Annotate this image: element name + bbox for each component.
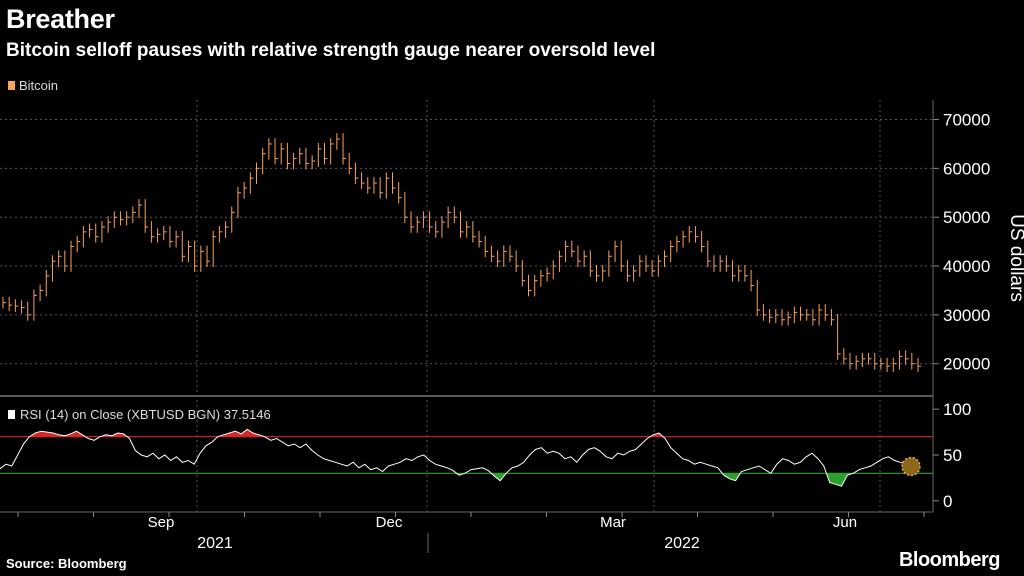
x-tick-label-3: Jun [833, 514, 857, 531]
chart-subtitle: Bitcoin selloff pauses with relative str… [6, 40, 656, 61]
price-y-axis: 20000 30000 40000 50000 60000 70000 [0, 111, 990, 374]
rsi-line [0, 428, 919, 487]
chart-title: Breather [6, 4, 115, 34]
rsi-series [0, 428, 921, 487]
x-axis: Sep Dec Mar Jun 2021 2022 [17, 512, 925, 553]
year-label-1: 2022 [664, 535, 700, 552]
x-tick-label-2: Mar [600, 514, 626, 531]
price-tick-label-2: 40000 [943, 257, 990, 276]
rsi-oversold-fill [456, 473, 854, 487]
price-series [2, 133, 921, 373]
rsi-overbought-fill [29, 429, 664, 437]
price-tick-label-3: 50000 [943, 208, 990, 227]
rsi-legend-label: RSI (14) on Close (XBTUSD BGN) 37.5146 [20, 407, 271, 422]
rsi-legend-swatch [8, 410, 15, 419]
bloomberg-logo: Bloomberg [898, 549, 1001, 571]
rsi-legend: RSI (14) on Close (XBTUSD BGN) 37.5146 [8, 407, 271, 422]
rsi-tick-label-0: 0 [943, 492, 952, 511]
price-tick-label-4: 60000 [943, 159, 990, 178]
rsi-tick-label-1: 50 [943, 446, 962, 465]
rsi-tick-label-2: 100 [943, 400, 971, 419]
legend-label-bitcoin: Bitcoin [19, 78, 59, 93]
price-tick-label-5: 70000 [943, 111, 990, 130]
price-tick-label-1: 30000 [943, 306, 990, 325]
legend-swatch-bitcoin [8, 81, 15, 90]
source-note: Source: Bloomberg [6, 556, 127, 571]
price-tick-label-0: 20000 [943, 355, 990, 374]
x-tick-label-0: Sep [148, 514, 175, 531]
year-label-0: 2021 [197, 535, 233, 552]
x-tick-label-1: Dec [376, 514, 403, 531]
rsi-latest-highlight [901, 456, 921, 477]
grid-lines [0, 100, 934, 513]
legend: Bitcoin [8, 78, 58, 93]
y-axis-label: US dollars [1006, 214, 1024, 302]
